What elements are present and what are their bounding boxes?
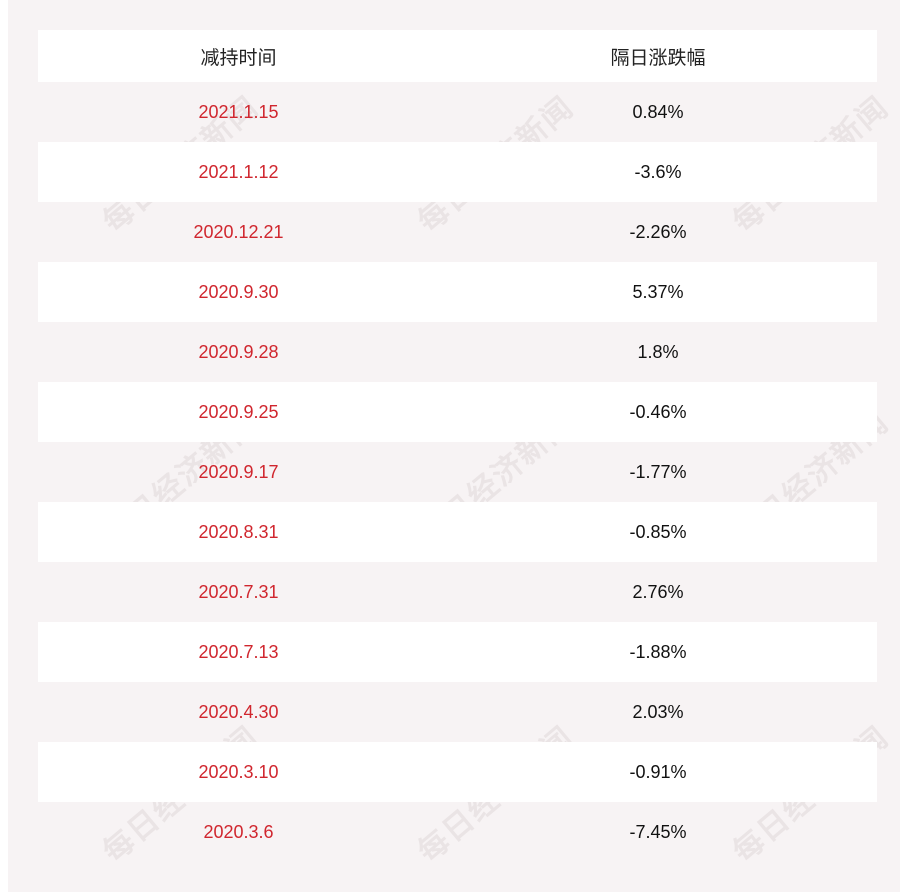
date-cell: 2020.7.13: [198, 641, 279, 662]
date-cell: 2021.1.15: [198, 101, 279, 122]
change-cell: -1.77%: [629, 461, 687, 482]
date-cell: 2020.12.21: [193, 221, 284, 242]
table-row: 2020.8.31 -0.85%: [38, 502, 877, 562]
change-cell: -2.26%: [629, 221, 687, 242]
header-time: 减持时间: [200, 46, 277, 69]
table-row: 2020.12.21 -2.26%: [38, 202, 877, 262]
table-row: 2020.7.31 2.76%: [38, 562, 877, 622]
date-cell: 2020.4.30: [198, 701, 279, 722]
table-row: 2021.1.12 -3.6%: [38, 142, 877, 202]
date-cell: 2020.9.30: [198, 281, 279, 302]
table-row: 2020.3.10 -0.91%: [38, 742, 877, 802]
table-row: 2020.3.6 -7.45%: [38, 802, 877, 862]
date-cell: 2021.1.12: [198, 161, 279, 182]
change-cell: 5.37%: [632, 281, 684, 302]
change-cell: 1.8%: [637, 341, 679, 362]
date-cell: 2020.7.31: [198, 581, 279, 602]
date-cell: 2020.8.31: [198, 521, 279, 542]
change-cell: -1.88%: [629, 641, 687, 662]
change-cell: 2.76%: [632, 581, 684, 602]
change-cell: -0.91%: [629, 761, 687, 782]
date-cell: 2020.9.17: [198, 461, 279, 482]
table-row: 2020.9.17 -1.77%: [38, 442, 877, 502]
date-cell: 2020.3.6: [203, 821, 274, 842]
date-cell: 2020.9.28: [198, 341, 279, 362]
table-header-row: 减持时间 隔日涨跌幅: [38, 30, 877, 82]
table-row: 2020.9.30 5.37%: [38, 262, 877, 322]
date-cell: 2020.3.10: [198, 761, 279, 782]
date-cell: 2020.9.25: [198, 401, 279, 422]
table-row: 2021.1.15 0.84%: [38, 82, 877, 142]
table-row: 2020.7.13 -1.88%: [38, 622, 877, 682]
change-cell: -3.6%: [634, 161, 682, 182]
table-row: 2020.4.30 2.03%: [38, 682, 877, 742]
change-cell: -0.46%: [629, 401, 687, 422]
change-cell: -0.85%: [629, 521, 687, 542]
table-row: 2020.9.25 -0.46%: [38, 382, 877, 442]
change-cell: 0.84%: [632, 101, 684, 122]
change-cell: 2.03%: [632, 701, 684, 722]
change-cell: -7.45%: [629, 821, 687, 842]
header-change: 隔日涨跌幅: [610, 46, 706, 69]
reduction-table: 减持时间 隔日涨跌幅 2021.1.15 0.84% 2021.1.12 -3.…: [38, 30, 877, 862]
table-row: 2020.9.28 1.8%: [38, 322, 877, 382]
